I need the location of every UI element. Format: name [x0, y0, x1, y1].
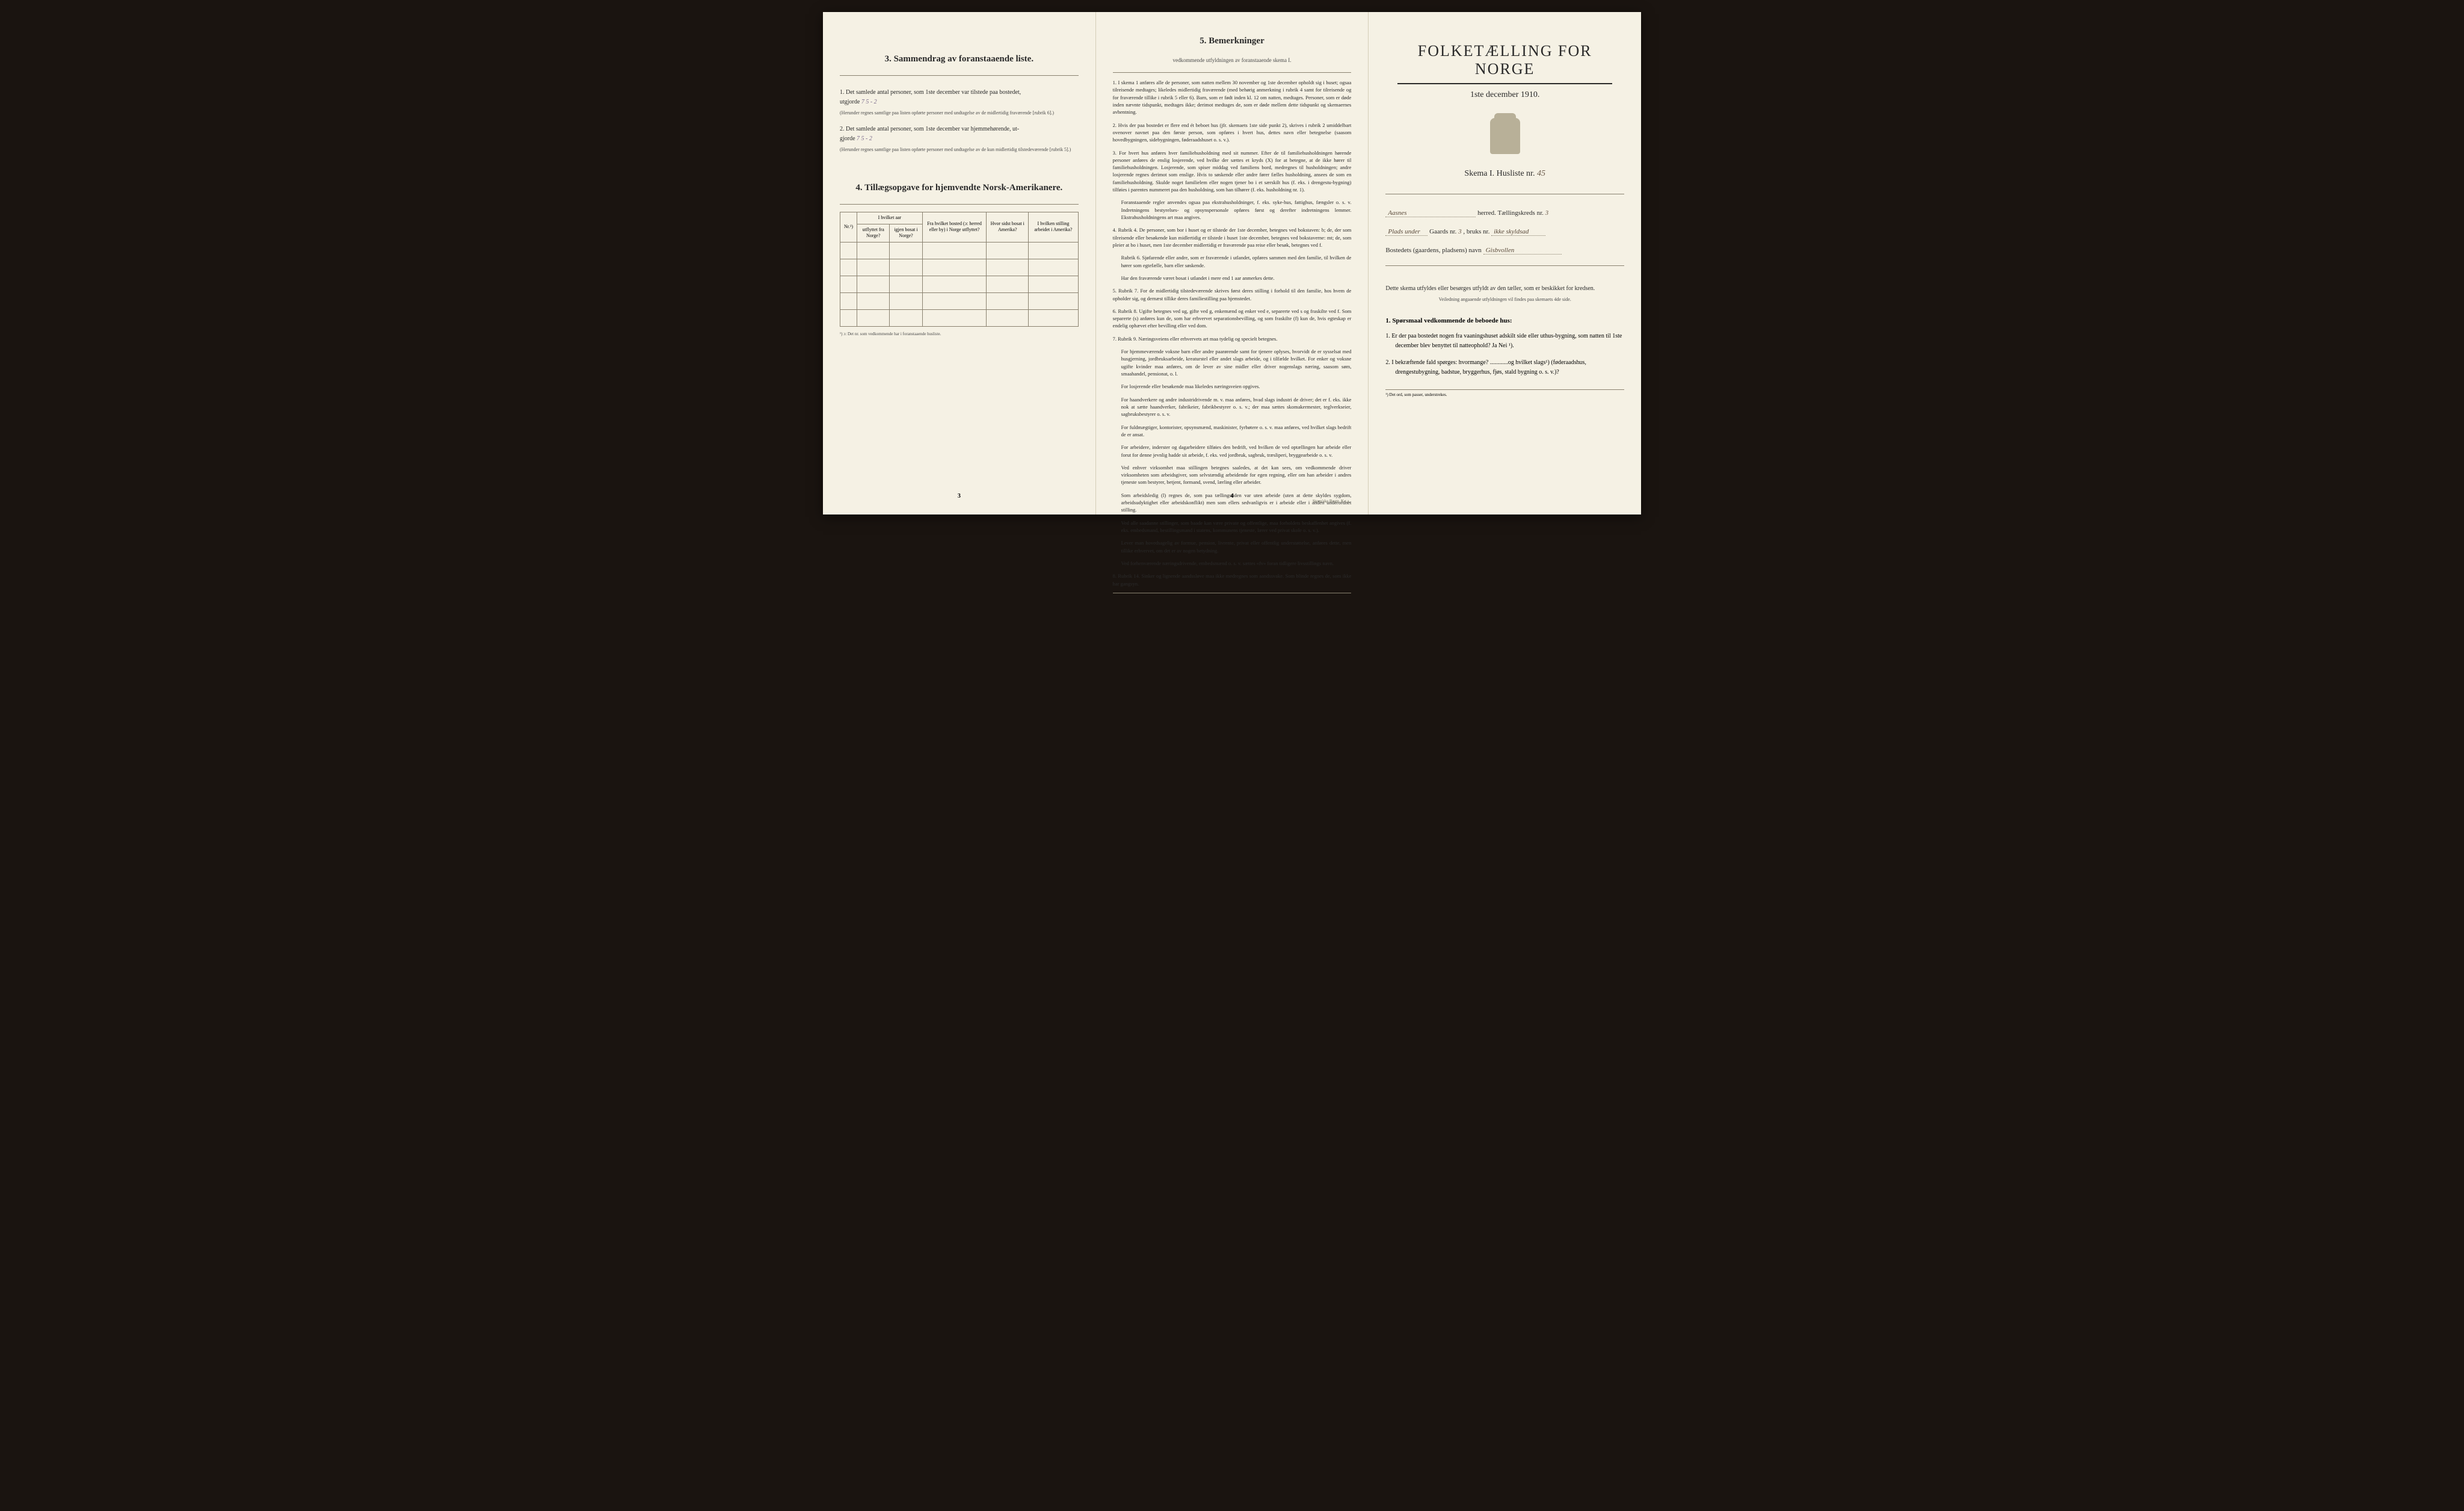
- q2: 2. Det samlede antal personer, som 1ste …: [840, 125, 1079, 153]
- herred-label: herred. Tællingskreds nr.: [1477, 209, 1544, 217]
- census-document: 3. Sammendrag av foranstaaende liste. 1.…: [823, 12, 1641, 514]
- kreds-nr: 3: [1545, 209, 1549, 217]
- remark-7g: Ved enhver virksomhet maa stillingen bet…: [1121, 464, 1352, 486]
- bosted-line: Bostedets (gaardens, pladsens) navn Gisb…: [1385, 247, 1624, 255]
- remark-7k: Ved forhenværende næringsdrivende, embed…: [1121, 560, 1352, 567]
- printer-credit: Steen'ske Bogtr. K r.a.: [1313, 499, 1350, 504]
- page-num-3: 3: [958, 493, 961, 499]
- gaards-nr: 3: [1458, 228, 1462, 235]
- coat-of-arms-icon: [1490, 118, 1520, 154]
- footnote-1: ¹) ɔ: Det nr. som vedkommende har i fora…: [840, 332, 1079, 336]
- bosted-label: Bostedets (gaardens, pladsens) navn: [1385, 247, 1481, 254]
- remark-7d: For haandverkere og andre industridriven…: [1121, 396, 1352, 418]
- q1-text: 1. Det samlede antal personer, som 1ste …: [840, 89, 1021, 96]
- section-5-subtitle: vedkommende utfyldningen av foranstaaend…: [1113, 57, 1352, 63]
- herred-line: Aasnes herred. Tællingskreds nr. 3: [1385, 209, 1624, 217]
- remark-7f: For arbeidere, inderster og dagarbeidere…: [1121, 443, 1352, 459]
- remark-3: 3. For hvert hus anføres hver familiehus…: [1113, 149, 1352, 194]
- instructions: Dette skema utfyldes eller besørges utfy…: [1385, 284, 1624, 293]
- bruks-label: , bruks nr.: [1463, 228, 1489, 235]
- q2-line2: gjorde: [840, 135, 855, 142]
- herred-hand: Aasnes: [1385, 209, 1476, 217]
- section-5-title: 5. Bemerkninger: [1113, 36, 1352, 46]
- col-b1: igjen bosat i Norge?: [890, 224, 922, 242]
- section-4: 4. Tillægsopgave for hjemvendte Norsk-Am…: [840, 183, 1079, 336]
- sp-1: 1. Er der paa bostedet nogen fra vaaning…: [1395, 332, 1624, 351]
- remark-5: 5. Rubrik 7. For de midlertidig tilstede…: [1113, 287, 1352, 302]
- q1-line2: utgjorde: [840, 99, 860, 105]
- date-line: 1ste december 1910.: [1385, 90, 1624, 100]
- sp-2: 2. I bekræftende fald spørges: hvormange…: [1395, 358, 1624, 377]
- q1: 1. Det samlede antal personer, som 1ste …: [840, 88, 1079, 116]
- remark-7c: For losjerende eller besøkende maa likel…: [1121, 383, 1352, 390]
- section-4-title: 4. Tillægsopgave for hjemvendte Norsk-Am…: [840, 183, 1079, 193]
- col-d: Hvor sidst bosat i Amerika?: [987, 212, 1029, 242]
- table-row: [840, 292, 1079, 309]
- plads-hand: Plads under: [1385, 228, 1428, 236]
- remarks: 1. I skema 1 anføres alle de personer, s…: [1113, 79, 1352, 587]
- page-num-4: 4: [1231, 493, 1234, 499]
- col-c: Fra hvilket bosted (ɔ: herred eller by) …: [922, 212, 987, 242]
- remark-4c: Har den fraværende været bosat i utlande…: [1121, 274, 1352, 282]
- q1-note: (Herunder regnes samtlige paa listen opf…: [840, 110, 1079, 116]
- table-row: [840, 309, 1079, 326]
- remark-7j: Lever man hovedsagelig av formue, pensio…: [1121, 539, 1352, 554]
- sp-title: 1. Spørsmaal vedkommende de beboede hus:: [1385, 317, 1624, 324]
- remark-7e: For fuldmægtiger, kontorister, opsynsmæn…: [1121, 424, 1352, 439]
- remark-1: 1. I skema 1 anføres alle de personer, s…: [1113, 79, 1352, 116]
- q2-text: 2. Det samlede antal personer, som 1ste …: [840, 126, 1019, 132]
- gaards-label: Gaards nr.: [1429, 228, 1456, 235]
- remark-7i: Ved alle saadanne stillinger, som baade …: [1121, 519, 1352, 534]
- husliste-nr: 45: [1537, 169, 1545, 178]
- q1-handwritten: 7 5 - 2: [861, 99, 877, 105]
- main-title: FOLKETÆLLING FOR NORGE: [1385, 42, 1624, 78]
- sp-footnote: ¹) Det ord, som passer, understrekes.: [1385, 389, 1624, 397]
- remark-7: 7. Rubrik 9. Næringsveiens eller erhverv…: [1113, 335, 1352, 342]
- remark-4: 4. Rubrik 4. De personer, som bor i huse…: [1113, 226, 1352, 249]
- table-4: Nr.¹) I hvilket aar Fra hvilket bosted (…: [840, 212, 1079, 326]
- page-3: 3. Sammendrag av foranstaaende liste. 1.…: [823, 12, 1096, 514]
- section-3-title: 3. Sammendrag av foranstaaende liste.: [840, 54, 1079, 64]
- col-a1: I hvilket aar: [857, 212, 923, 224]
- instructions-note: Veiledning angaaende utfyldningen vil fi…: [1385, 297, 1624, 302]
- gaards-line: Plads under Gaards nr. 3 , bruks nr. ikk…: [1385, 228, 1624, 236]
- remark-7b: For hjemmeværende voksne barn eller andr…: [1121, 348, 1352, 377]
- table-row: [840, 276, 1079, 292]
- bruks-hand: ikke skyldsad: [1491, 228, 1545, 236]
- remark-6: 6. Rubrik 8. Ugifte betegnes ved ug, gif…: [1113, 307, 1352, 330]
- col-nr: Nr.¹): [840, 212, 857, 242]
- table-row: [840, 242, 1079, 259]
- page-4: 5. Bemerkninger vedkommende utfyldningen…: [1096, 12, 1369, 514]
- remark-3b: Foranstaaende regler anvendes ogsaa paa …: [1121, 199, 1352, 221]
- remark-4b: Rubrik 6. Sjøfarende eller andre, som er…: [1121, 254, 1352, 269]
- q2-handwritten: 7 5 - 2: [857, 135, 872, 142]
- table-row: [840, 259, 1079, 276]
- col-e: I hvilken stilling arbeidet i Amerika?: [1029, 212, 1078, 242]
- bosted-hand: Gisbvollen: [1483, 247, 1562, 255]
- col-a2: utflyttet fra Norge?: [857, 224, 890, 242]
- skema-label: Skema I. Husliste nr.: [1464, 169, 1535, 178]
- skema-line: Skema I. Husliste nr. 45: [1385, 169, 1624, 179]
- remark-2: 2. Hvis der paa bostedet er flere end ét…: [1113, 122, 1352, 144]
- q2-note: (Herunder regnes samtlige paa listen opf…: [840, 146, 1079, 153]
- remark-8: 8. Rubrik 14. Sinker og lignende aandssl…: [1113, 572, 1352, 587]
- page-1: FOLKETÆLLING FOR NORGE 1ste december 191…: [1369, 12, 1641, 514]
